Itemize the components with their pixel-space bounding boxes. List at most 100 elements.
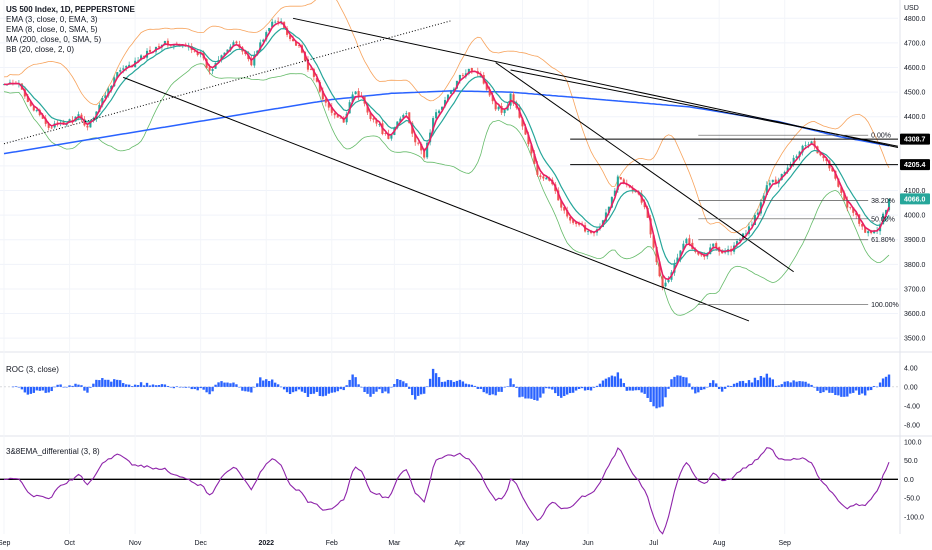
roc-bar: [408, 386, 411, 389]
price-tag-text: 4308.7: [904, 137, 926, 144]
price-tick-label: 4000.0: [904, 213, 926, 220]
candle-body: [113, 77, 116, 87]
roc-bar: [789, 382, 792, 387]
roc-bar: [771, 379, 774, 387]
roc-bar: [71, 385, 74, 387]
candle-body: [736, 241, 739, 245]
roc-bar: [589, 386, 593, 391]
roc-pane: [0, 368, 898, 409]
roc-bar: [163, 384, 167, 387]
roc-bar: [795, 381, 798, 387]
candle-body: [101, 98, 104, 106]
candle-body: [289, 35, 292, 39]
roc-bar: [619, 378, 623, 387]
x-tick-label: May: [516, 540, 530, 547]
candle-body: [849, 206, 852, 208]
roc-bar: [360, 386, 363, 388]
candle-body: [867, 231, 870, 234]
roc-bar: [229, 383, 232, 387]
roc-bar: [250, 386, 253, 393]
candle-body: [44, 118, 47, 124]
candle-body: [765, 185, 768, 196]
candle-body: [545, 177, 548, 180]
candle-body: [92, 118, 95, 120]
trendline: [123, 76, 750, 322]
candle-body: [804, 145, 807, 146]
candle-body: [232, 42, 235, 46]
roc-bar: [101, 378, 104, 387]
roc-bar: [253, 386, 256, 388]
candle-body: [309, 69, 312, 70]
roc-bar: [116, 379, 119, 387]
candle-body: [643, 202, 646, 208]
roc-label[interactable]: ROC (3, close): [6, 365, 59, 374]
candle-body: [658, 261, 661, 277]
roc-bar: [512, 384, 515, 387]
roc-bar: [566, 386, 569, 395]
candle-body: [330, 106, 333, 113]
candle-body: [399, 118, 402, 122]
candle-body: [679, 250, 682, 259]
candle-body: [697, 252, 700, 255]
differential-label[interactable]: 3&8EMA_differential (3, 8): [6, 447, 100, 456]
candle-body: [41, 114, 44, 119]
candle-body: [250, 58, 253, 66]
candle-body: [458, 74, 461, 81]
roc-bar: [169, 386, 173, 388]
roc-bar: [184, 386, 187, 388]
candle-body: [831, 167, 834, 172]
roc-bar: [419, 386, 423, 395]
roc-bar: [414, 386, 417, 400]
roc-bar: [297, 386, 301, 390]
roc-bar: [863, 386, 867, 396]
indicator-ema3[interactable]: EMA (3, close, 0, EMA, 3): [6, 15, 98, 24]
roc-bar: [104, 379, 107, 387]
roc-bar: [142, 385, 146, 387]
roc-bar: [601, 380, 605, 387]
candle-body: [342, 118, 345, 123]
fib-label: 61.80%: [871, 237, 895, 244]
roc-bar: [437, 377, 441, 387]
candle-body: [488, 89, 491, 96]
roc-bar: [691, 386, 694, 390]
roc-bar: [190, 386, 193, 390]
roc-bar: [527, 386, 530, 399]
indicator-ma200[interactable]: MA (200, close, 0, SMA, 5): [6, 35, 102, 44]
candle-body: [864, 226, 867, 233]
candle-body: [315, 77, 318, 82]
roc-bar: [530, 386, 533, 399]
candle-body: [345, 113, 348, 123]
candle-body: [375, 120, 378, 124]
currency-label: USD: [904, 5, 919, 12]
candle-body: [378, 124, 381, 125]
candle-body: [29, 101, 32, 106]
roc-bar: [878, 382, 882, 387]
indicator-bb[interactable]: BB (20, close, 2, 0): [6, 45, 75, 54]
roc-bar: [381, 386, 384, 394]
candle-body: [786, 167, 789, 172]
roc-bar: [390, 386, 393, 388]
roc-bar: [494, 386, 497, 396]
roc-bar: [783, 381, 786, 387]
roc-bar: [759, 375, 763, 387]
roc-bar: [548, 386, 551, 389]
candle-body: [56, 122, 59, 124]
roc-bar: [113, 379, 116, 387]
roc-bar: [869, 386, 873, 391]
roc-bar: [703, 386, 706, 390]
candle-body: [387, 133, 390, 139]
roc-bar: [50, 386, 53, 392]
roc-bar: [428, 378, 432, 387]
roc-bar: [56, 384, 59, 387]
roc-bar: [62, 386, 65, 388]
roc-bar: [199, 386, 202, 389]
roc-bar: [247, 386, 250, 392]
price-tag: [900, 193, 930, 205]
roc-bar: [446, 379, 450, 387]
indicator-ema8[interactable]: EMA (8, close, 0, SMA, 5): [6, 25, 98, 34]
candle-body: [497, 106, 500, 110]
roc-bar: [819, 386, 822, 394]
roc-bar: [476, 386, 479, 389]
roc-bar: [524, 386, 527, 399]
